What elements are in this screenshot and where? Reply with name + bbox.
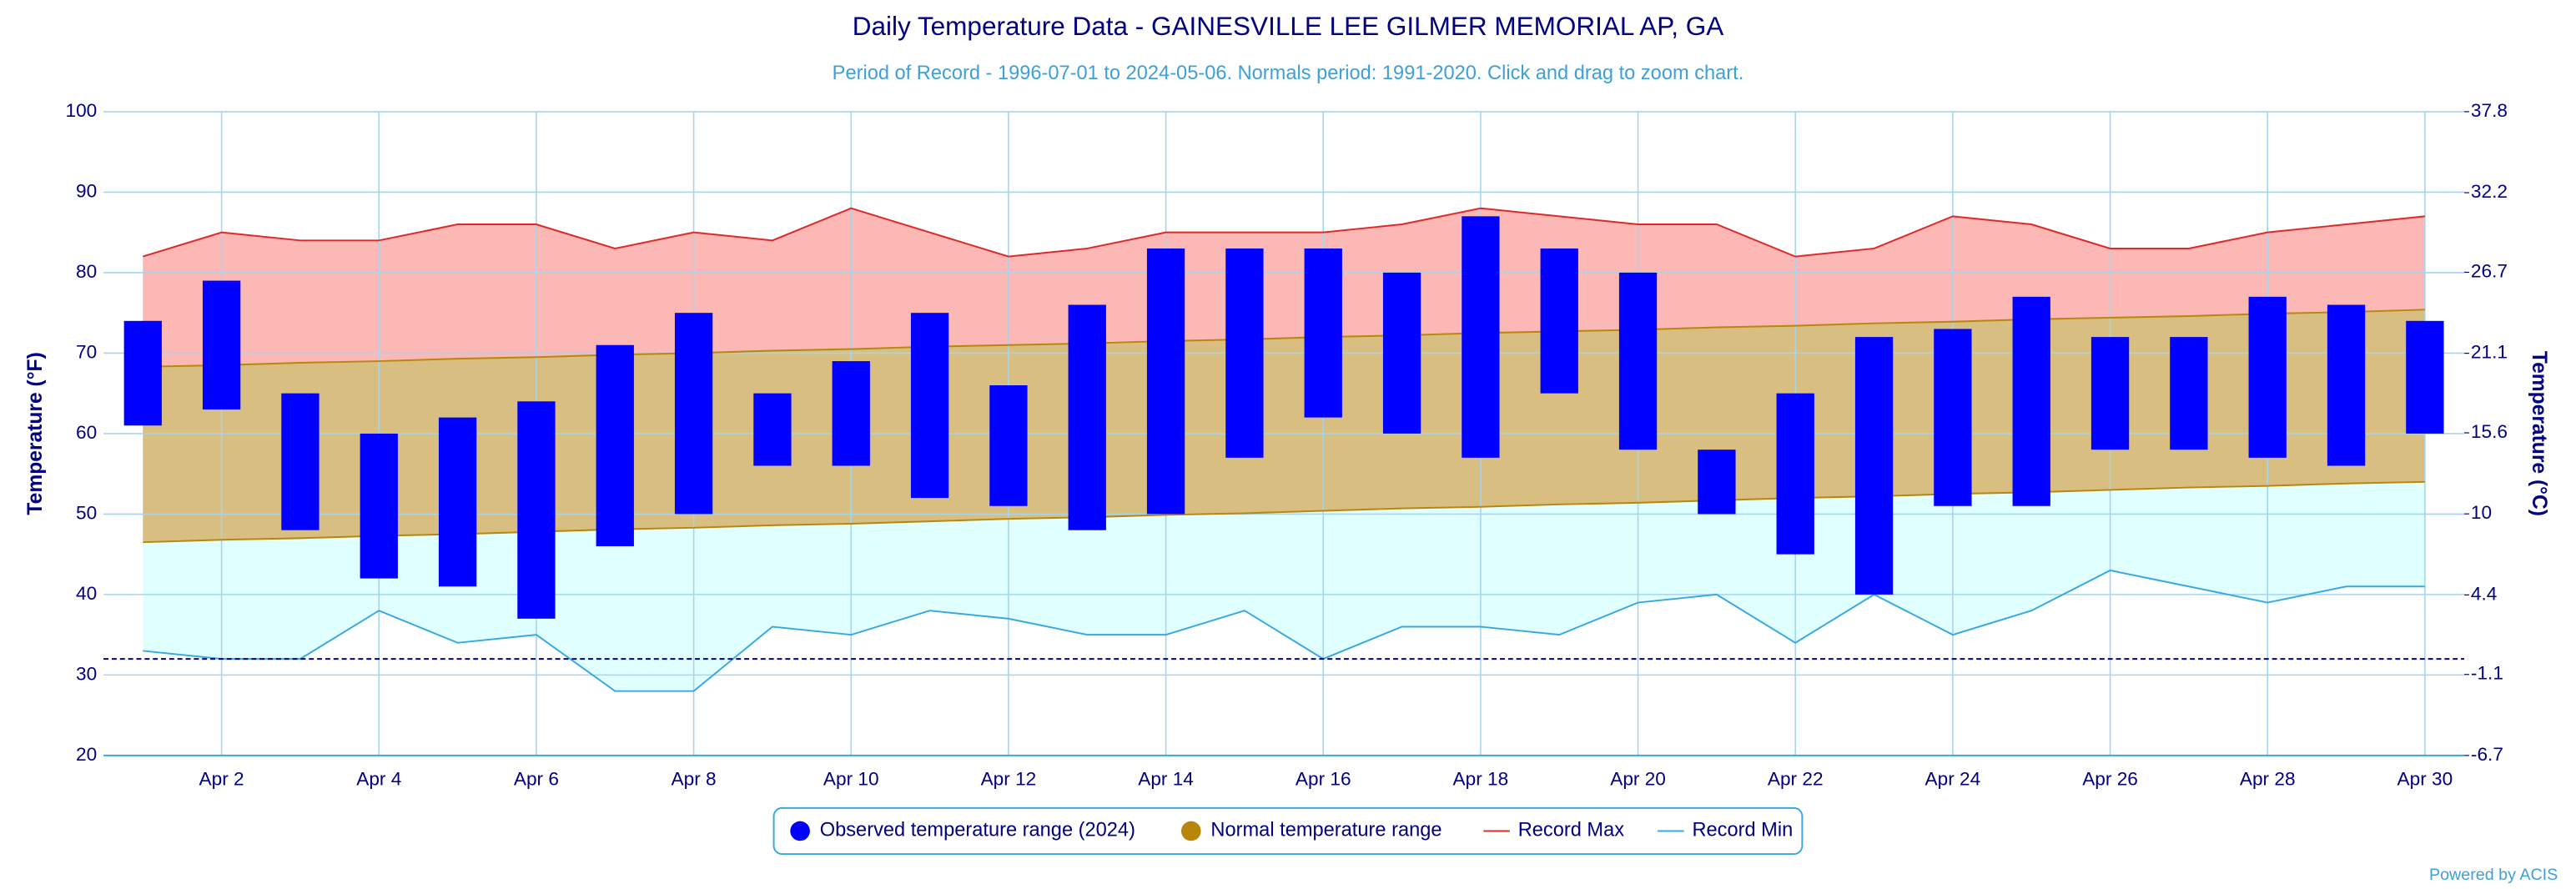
x-tick-label: Apr 18 (1453, 768, 1509, 789)
observed-bar (517, 401, 556, 619)
y-tick-label: 80 (76, 261, 97, 282)
x-tick-label: Apr 30 (2397, 768, 2453, 789)
y2-tick-label: 15.6 (2471, 421, 2508, 442)
observed-bar (2248, 296, 2287, 458)
y-axis-label: Temperature (°F) (24, 352, 47, 515)
observed-bar (1068, 304, 1106, 530)
observed-bar (281, 393, 319, 530)
observed-bar (1854, 337, 1894, 595)
observed-bar (1225, 248, 1264, 458)
legend-label: Normal temperature range (1210, 820, 1441, 841)
observed-bar (910, 313, 949, 499)
legend-marker (1180, 821, 1201, 841)
legend-label: Record Min (1692, 820, 1793, 841)
observed-bar (832, 361, 870, 466)
chart-subtitle: Period of Record - 1996-07-01 to 2024-05… (833, 63, 1744, 84)
y-tick-label: 60 (76, 422, 97, 443)
record-max-line (142, 207, 2425, 258)
chart-title: Daily Temperature Data - GAINESVILLE LEE… (853, 11, 1724, 41)
y2-tick-label: 32.2 (2471, 181, 2508, 202)
x-tick-label: Apr 16 (1296, 768, 1351, 789)
x-tick-label: Apr 4 (356, 768, 401, 789)
y-tick-label: 100 (65, 100, 97, 121)
observed-bar (202, 280, 241, 409)
y2-tick-label: -6.7 (2471, 744, 2503, 765)
x-tick-label: Apr 26 (2082, 768, 2138, 789)
observed-bar (1618, 272, 1658, 450)
observed-bar (1540, 248, 1578, 394)
x-tick-label: Apr 8 (672, 768, 717, 789)
x-tick-label: Apr 10 (823, 768, 879, 789)
y-tick-label: 40 (76, 583, 97, 604)
observed-bar (1304, 248, 1342, 418)
y-tick-label: 20 (76, 744, 97, 765)
observed-bar (1934, 329, 1972, 506)
y2-tick-label: 4.4 (2471, 583, 2497, 604)
observed-bar (438, 417, 477, 587)
x-tick-label: Apr 24 (1925, 768, 1981, 789)
x-tick-label: Apr 6 (514, 768, 559, 789)
observed-bar (360, 433, 398, 579)
observed-bar (1776, 393, 1814, 555)
observed-bar (2170, 337, 2208, 450)
record-max-area (143, 208, 2425, 367)
y2-tick-label: 37.8 (2471, 100, 2508, 121)
credit: Powered by ACIS (2429, 866, 2558, 884)
observed-bar (989, 385, 1028, 506)
x-tick-label: Apr 14 (1138, 768, 1194, 789)
observed-bar (674, 313, 713, 515)
y2-tick-label: 26.7 (2471, 260, 2508, 281)
legend-label: Observed temperature range (2024) (820, 820, 1135, 841)
y-tick-label: 50 (76, 502, 97, 523)
y2-tick-label: 10 (2471, 502, 2492, 523)
x-tick-label: Apr 28 (2240, 768, 2296, 789)
x-tick-label: Apr 22 (1768, 768, 1824, 789)
observed-bar (2090, 337, 2130, 450)
x-tick-label: Apr 20 (1610, 768, 1666, 789)
record-min-line (143, 569, 2425, 692)
observed-bar (2406, 320, 2444, 434)
legend-box (772, 806, 1804, 856)
observed-bar (1146, 248, 1185, 515)
x-tick-label: Apr 2 (199, 768, 244, 789)
y-tick-label: 90 (76, 180, 97, 201)
observed-bar (1462, 216, 1500, 458)
observed-bar (2012, 296, 2050, 506)
normal-area (143, 309, 2425, 543)
observed-bar (596, 344, 634, 547)
observed-bar (753, 393, 792, 466)
legend-label: Record Max (1518, 820, 1625, 841)
record-min-area (143, 481, 2425, 691)
observed-bar (1698, 450, 1736, 515)
y2-tick-label: 21.1 (2471, 342, 2508, 363)
observed-bar (2327, 304, 2366, 466)
legend-marker (790, 821, 810, 841)
observed-bar (1382, 272, 1421, 434)
y2-tick-label: -1.1 (2471, 663, 2503, 684)
observed-bar (123, 320, 162, 426)
x-tick-label: Apr 12 (981, 768, 1037, 789)
y-tick-label: 30 (76, 663, 97, 684)
y-tick-label: 70 (76, 341, 97, 362)
y2-axis-label: Temperature (°C) (2528, 351, 2550, 516)
